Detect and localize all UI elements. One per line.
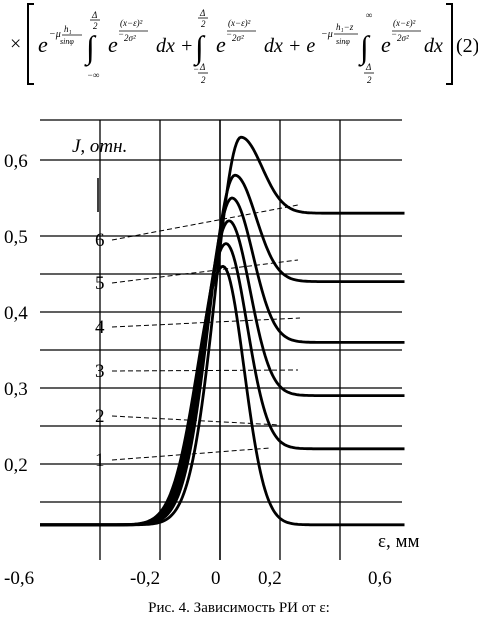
y-tick-label: 0,6 bbox=[4, 151, 28, 172]
svg-text:sinφ: sinφ bbox=[336, 37, 350, 46]
svg-text:e: e bbox=[38, 32, 48, 57]
svg-text:−∞: −∞ bbox=[87, 70, 100, 80]
svg-text:−: − bbox=[193, 64, 199, 74]
svg-text:h₁−z: h₁−z bbox=[336, 22, 354, 32]
y-tick-label: 0,5 bbox=[4, 227, 28, 248]
svg-text:∫: ∫ bbox=[193, 29, 206, 67]
svg-text:(x−ε)²: (x−ε)² bbox=[120, 18, 143, 28]
svg-text:h₁: h₁ bbox=[64, 24, 72, 34]
svg-text:Δ: Δ bbox=[199, 8, 205, 18]
svg-text:2σ²: 2σ² bbox=[397, 33, 409, 43]
x-tick-label: 0,2 bbox=[258, 568, 282, 589]
curve-label: 5 bbox=[95, 273, 105, 294]
svg-text:dx + e: dx + e bbox=[264, 35, 315, 57]
curve-label: 1 bbox=[95, 450, 105, 471]
y-tick-label: 0,3 bbox=[4, 379, 28, 400]
svg-text:dx +: dx + bbox=[156, 35, 193, 57]
leader-line bbox=[111, 447, 271, 461]
svg-text:2: 2 bbox=[201, 75, 206, 85]
leader-line bbox=[111, 259, 299, 284]
svg-text:−: − bbox=[226, 29, 232, 39]
y-tick-label: 0,4 bbox=[4, 303, 28, 324]
x-tick-label: -0,6 bbox=[4, 568, 34, 589]
x-tick-label: 0,6 bbox=[368, 568, 392, 589]
figure-caption: Рис. 4. Зависимость РИ от ε: bbox=[148, 600, 330, 616]
y-axis-label: J, отн. bbox=[72, 136, 127, 157]
curve-label: 4 bbox=[95, 317, 105, 338]
leader-line bbox=[111, 204, 299, 241]
leader-line bbox=[111, 369, 299, 372]
svg-text:2σ²: 2σ² bbox=[124, 33, 136, 43]
svg-text:2: 2 bbox=[367, 75, 372, 85]
svg-text:∞: ∞ bbox=[366, 10, 372, 20]
svg-text:sinφ: sinφ bbox=[60, 37, 74, 46]
equation-body: e −μ h₁ sinφ ∫ Δ 2 −∞ e (x−ε)² 2σ² − dx … bbox=[38, 8, 443, 85]
left-bracket bbox=[27, 3, 34, 85]
svg-text:e: e bbox=[381, 32, 391, 57]
equation-number: (2) bbox=[456, 35, 478, 57]
svg-text:e: e bbox=[216, 32, 226, 57]
equation-prefix: × bbox=[10, 33, 21, 55]
svg-text:(x−ε)²: (x−ε)² bbox=[393, 18, 416, 28]
svg-text:−μ: −μ bbox=[49, 29, 61, 40]
svg-text:e: e bbox=[108, 32, 118, 57]
svg-text:dx: dx bbox=[424, 35, 443, 57]
chart-labels: J, отн. ε, мм bbox=[72, 136, 420, 552]
svg-text:2σ²: 2σ² bbox=[232, 33, 244, 43]
chart-curves bbox=[40, 135, 405, 527]
equation: × e −μ h₁ sinφ ∫ Δ 2 −∞ e (x−ε)² 2σ² − d… bbox=[10, 3, 478, 85]
leader-line bbox=[111, 317, 301, 328]
chart-grid: 0,6 0,5 0,4 0,3 0,2 -0,6 -0,2 0 0,2 0,6 bbox=[4, 119, 402, 589]
svg-text:2: 2 bbox=[93, 21, 98, 31]
svg-text:−μ: −μ bbox=[321, 29, 333, 40]
curve-label: 2 bbox=[95, 406, 105, 427]
leader-line bbox=[111, 415, 281, 426]
svg-text:Δ: Δ bbox=[91, 10, 97, 20]
x-axis-label: ε, мм bbox=[378, 531, 420, 552]
curve-leader-lines: 6 5 4 3 2 1 bbox=[95, 178, 301, 471]
x-tick-label: 0 bbox=[211, 568, 221, 589]
svg-text:Δ: Δ bbox=[199, 62, 205, 72]
chart: 0,6 0,5 0,4 0,3 0,2 -0,6 -0,2 0 0,2 0,6 6 5 4 3 2 1 J,… bbox=[4, 119, 420, 589]
svg-text:∫: ∫ bbox=[84, 29, 97, 67]
y-tick-label: 0,2 bbox=[4, 455, 28, 476]
svg-text:∫: ∫ bbox=[358, 29, 371, 67]
x-tick-label: -0,2 bbox=[130, 568, 160, 589]
curve-label: 6 bbox=[95, 230, 105, 251]
right-bracket bbox=[446, 3, 453, 85]
svg-text:−: − bbox=[391, 29, 397, 39]
svg-text:2: 2 bbox=[201, 19, 206, 29]
curve-label: 3 bbox=[95, 361, 105, 382]
svg-text:Δ: Δ bbox=[365, 62, 371, 72]
svg-text:−: − bbox=[118, 29, 124, 39]
svg-text:(x−ε)²: (x−ε)² bbox=[228, 18, 251, 28]
curve-1 bbox=[40, 264, 405, 527]
